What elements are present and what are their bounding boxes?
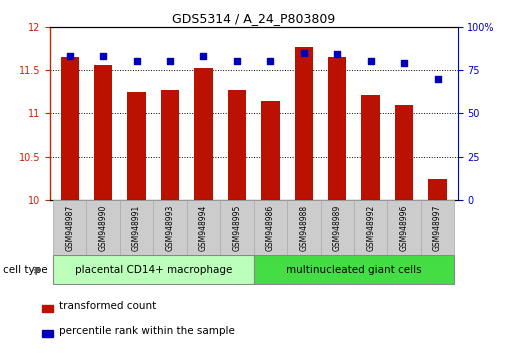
Point xyxy=(333,51,342,57)
Text: GSM948989: GSM948989 xyxy=(333,204,342,251)
Bar xyxy=(120,200,153,255)
Bar xyxy=(354,200,388,255)
Bar xyxy=(395,105,413,200)
Bar xyxy=(228,90,246,200)
Bar xyxy=(195,68,213,200)
Point xyxy=(400,60,408,66)
Bar xyxy=(42,330,53,337)
Bar xyxy=(388,200,421,255)
Bar xyxy=(421,200,454,255)
Text: GSM948995: GSM948995 xyxy=(232,204,242,251)
Bar xyxy=(61,57,79,200)
Text: multinucleated giant cells: multinucleated giant cells xyxy=(286,265,422,275)
Bar xyxy=(42,305,53,312)
Bar xyxy=(153,200,187,255)
Point xyxy=(166,58,174,64)
Bar xyxy=(128,92,146,200)
Bar xyxy=(53,256,254,284)
Bar xyxy=(321,200,354,255)
Bar xyxy=(294,47,313,200)
Text: GSM948991: GSM948991 xyxy=(132,204,141,251)
Text: transformed count: transformed count xyxy=(59,301,156,311)
Bar xyxy=(254,200,287,255)
Text: GDS5314 / A_24_P803809: GDS5314 / A_24_P803809 xyxy=(172,12,335,25)
Bar xyxy=(94,65,112,200)
Point xyxy=(132,58,141,64)
Point xyxy=(300,50,308,55)
Bar xyxy=(86,200,120,255)
Bar xyxy=(328,57,346,200)
Bar xyxy=(161,90,179,200)
Text: GSM948992: GSM948992 xyxy=(366,204,375,251)
Bar xyxy=(287,200,321,255)
Text: GSM948987: GSM948987 xyxy=(65,204,74,251)
Point xyxy=(367,58,375,64)
Point xyxy=(99,53,107,59)
Text: GSM948990: GSM948990 xyxy=(99,204,108,251)
Point xyxy=(434,76,442,81)
Point xyxy=(266,58,275,64)
Text: GSM948994: GSM948994 xyxy=(199,204,208,251)
Bar xyxy=(428,179,447,200)
Point xyxy=(233,58,241,64)
Text: placental CD14+ macrophage: placental CD14+ macrophage xyxy=(75,265,232,275)
Point xyxy=(65,53,74,59)
Bar xyxy=(220,200,254,255)
Bar xyxy=(187,200,220,255)
Text: GSM948996: GSM948996 xyxy=(400,204,408,251)
Text: GSM948997: GSM948997 xyxy=(433,204,442,251)
Text: GSM948988: GSM948988 xyxy=(299,204,309,251)
Bar xyxy=(361,95,380,200)
Bar xyxy=(261,101,280,200)
Text: cell type: cell type xyxy=(3,265,47,275)
Text: percentile rank within the sample: percentile rank within the sample xyxy=(59,326,235,336)
Text: GSM948993: GSM948993 xyxy=(166,204,175,251)
Point xyxy=(199,53,208,59)
Bar xyxy=(53,200,86,255)
Bar xyxy=(254,256,454,284)
Text: GSM948986: GSM948986 xyxy=(266,204,275,251)
